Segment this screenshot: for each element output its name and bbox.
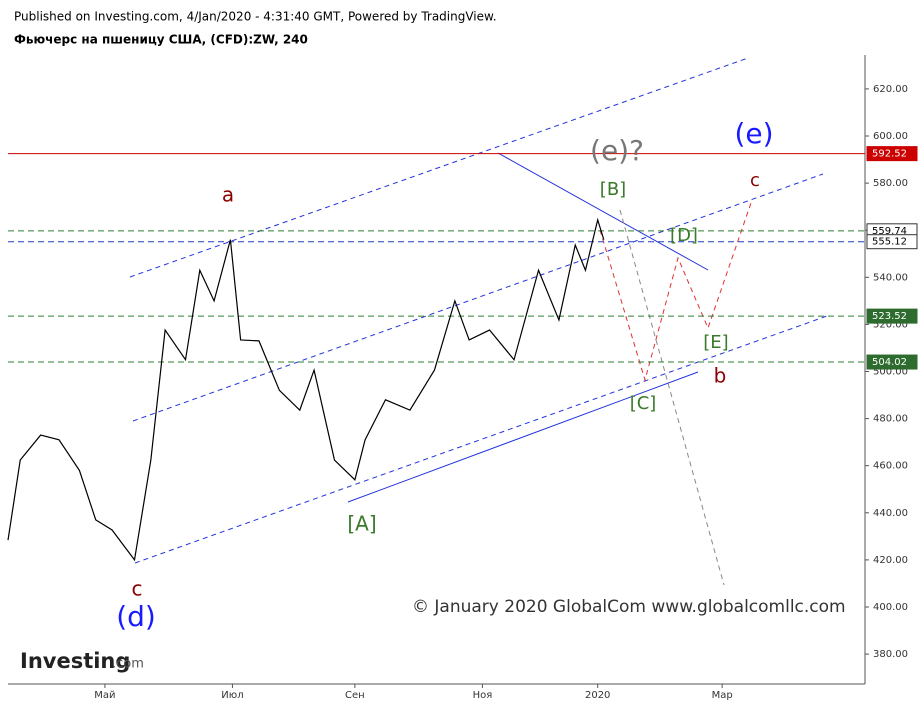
level-badge [866,354,918,370]
wave-label: [E] [703,332,728,353]
y-tick-label: 600.00 [873,131,908,142]
channel-lower [134,315,828,564]
level-label: 559.74 [872,226,907,237]
wave-label: [B] [600,179,626,200]
trend-line [347,371,699,503]
trend-line [497,152,709,271]
x-tick-label: Сен [345,690,365,701]
y-tick-label: 520.00 [873,319,908,330]
x-tick-label: 2020 [585,690,610,701]
level-label: 555.12 [872,237,907,248]
y-tick-label: 380.00 [873,649,908,660]
logo: Investing [20,649,130,673]
copyright: © January 2020 GlobalCom www.globalcomll… [412,597,846,617]
level-badge [866,146,918,162]
x-tick-label: Июл [221,690,243,701]
published-line: Published on Investing.com, 4/Jan/2020 -… [14,10,497,24]
y-tick-label: 440.00 [873,508,908,519]
y-tick-label: 540.00 [873,272,908,283]
level-label: 523.52 [872,311,907,322]
instrument-title: Фьючерс на пшеницу США, (CFD):ZW, 240 [14,33,308,47]
y-tick-label: 500.00 [873,367,908,378]
wave-label: a [222,183,234,207]
wave-label: (d) [116,600,156,633]
x-tick-label: Май [94,690,115,701]
level-label: 592.52 [872,149,907,160]
y-tick-label: 420.00 [873,555,908,566]
y-tick-label: 400.00 [873,602,908,613]
wave-label: b [714,364,727,388]
y-tick-label: 580.00 [873,178,908,189]
y-tick-label: 620.00 [873,84,908,95]
price-line [7,217,605,562]
x-tick-label: Мар [712,690,733,701]
level-badge [866,308,918,324]
wave-label: [A] [347,512,376,536]
wave-label: c [750,170,760,191]
level-label: 504.02 [872,357,907,368]
x-tick-label: Ноя [473,690,493,701]
wave-drawings [129,57,828,586]
projection-line [619,209,725,586]
logo-suffix: .com [112,657,144,672]
wave-label: [C] [630,393,657,414]
level-badge [866,234,918,250]
wave-label: [D] [670,225,698,246]
wave-label: (e)? [590,134,644,167]
wave-label: (e) [734,117,773,150]
y-tick-label: 460.00 [873,461,908,472]
forecast-path [599,199,753,382]
channel-upper [129,57,749,278]
y-tick-label: 480.00 [873,414,908,425]
wave-label: c [132,577,143,601]
